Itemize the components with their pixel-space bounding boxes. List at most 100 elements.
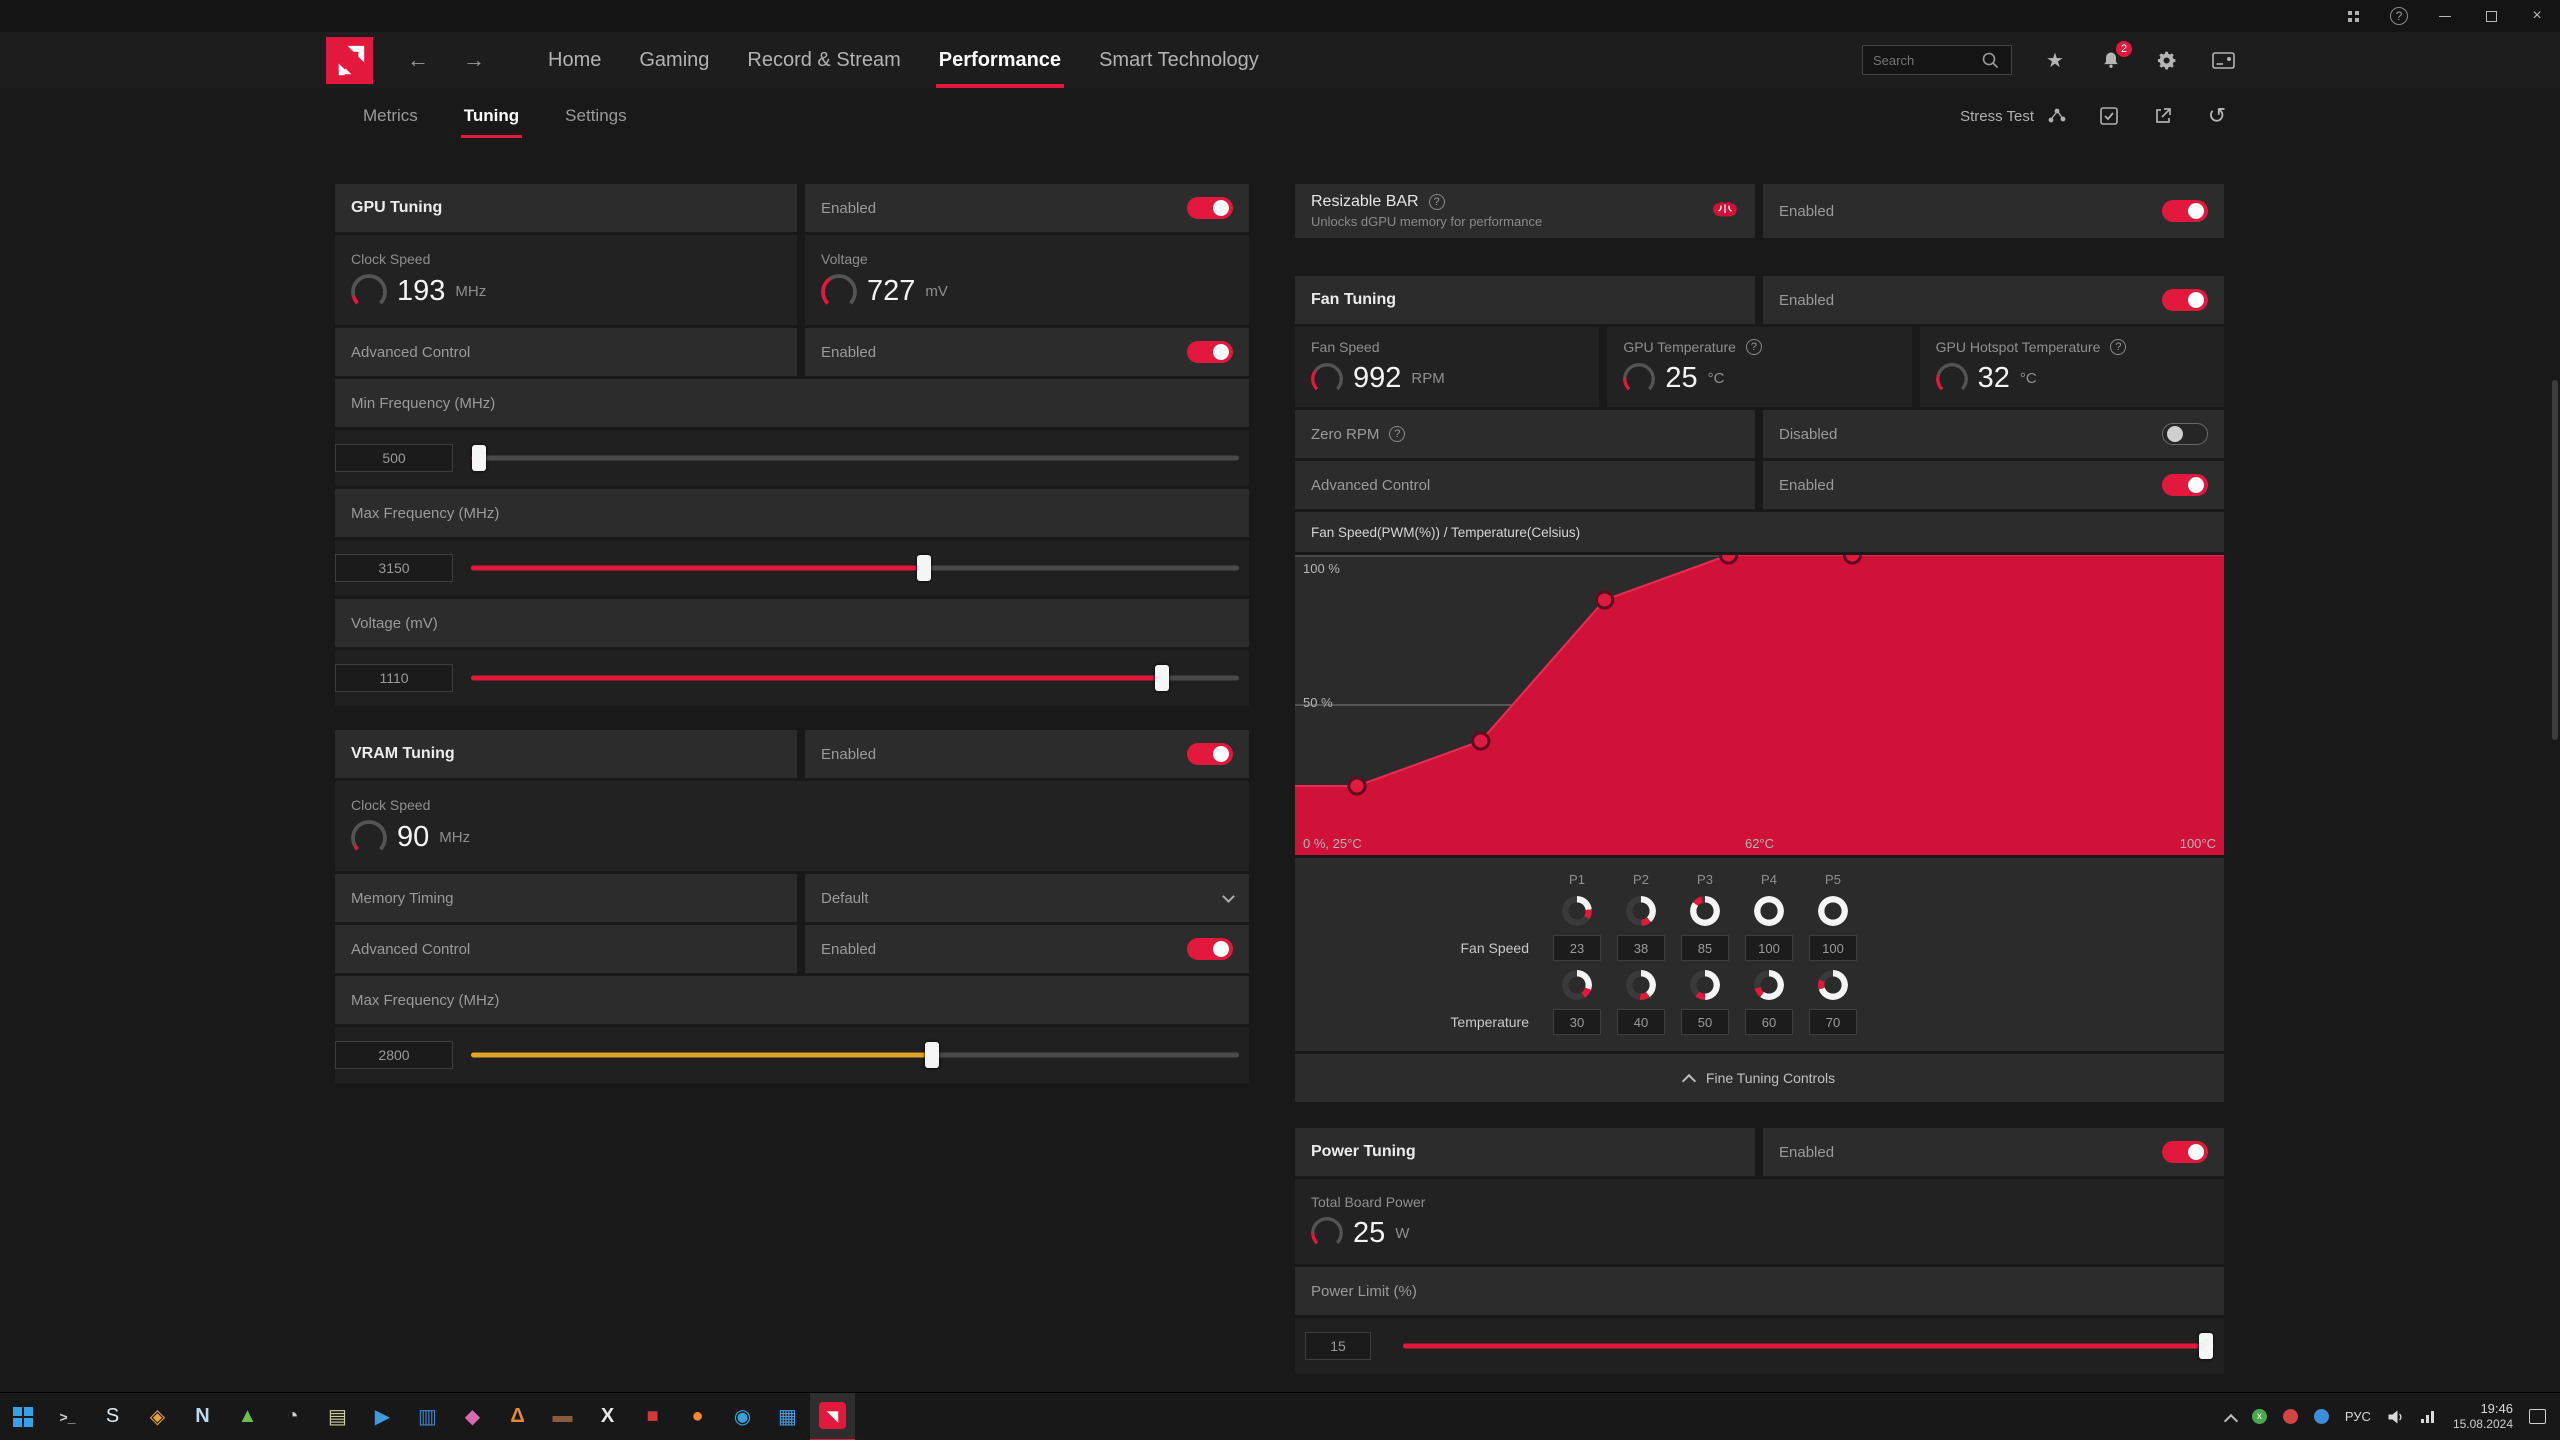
notifications-bell-icon[interactable]: 2 [2098, 41, 2132, 73]
min-frequency-slider[interactable] [471, 430, 1239, 486]
taskbar-app-notepad[interactable]: N [195, 1405, 210, 1427]
max-frequency-value[interactable]: 3150 [335, 554, 453, 582]
maximize-button[interactable] [2468, 0, 2514, 32]
network-icon[interactable] [2420, 1409, 2437, 1424]
voltage-mv-value[interactable]: 1110 [335, 664, 453, 692]
voltage-mv-slider[interactable] [471, 650, 1239, 706]
taskbar-app-clock[interactable]: ◔ [286, 1405, 299, 1427]
fan-speed-knob-p5[interactable] [1818, 896, 1848, 926]
gpu-hotspot-help-icon[interactable]: ? [2110, 339, 2127, 355]
stress-test-button[interactable]: Stress Test [1960, 106, 2068, 126]
temperature-input-p5[interactable]: 70 [1809, 1009, 1857, 1035]
amd-link-card-icon[interactable] [2210, 47, 2236, 73]
fan-speed-input-p2[interactable]: 38 [1617, 935, 1665, 961]
minimize-button[interactable] [2422, 0, 2468, 32]
settings-gear-icon[interactable] [2154, 47, 2180, 73]
taskbar-app-diamond[interactable]: ◈ [149, 1406, 166, 1428]
vram-advanced-toggle[interactable] [1187, 938, 1233, 960]
fan-speed-knob-p3[interactable] [1690, 896, 1720, 926]
tab-gaming[interactable]: Gaming [639, 48, 710, 71]
fan-advanced-toggle[interactable] [2162, 474, 2208, 496]
tab-record-stream[interactable]: Record & Stream [747, 48, 901, 71]
fan-speed-input-p3[interactable]: 85 [1681, 935, 1729, 961]
taskbar-app-firefox[interactable]: ● [691, 1405, 704, 1427]
tab-smart-technology[interactable]: Smart Technology [1099, 48, 1259, 71]
taskbar-app-green[interactable]: ▲ [237, 1405, 258, 1427]
zero-rpm-help-icon[interactable]: ? [1389, 426, 1406, 442]
gpu-temperature-help-icon[interactable]: ? [1745, 339, 1762, 355]
vram-max-frequency-value[interactable]: 2800 [335, 1041, 453, 1069]
action-center-icon[interactable] [2529, 1409, 2546, 1424]
tab-performance[interactable]: Performance [920, 32, 1080, 88]
gpu-advanced-toggle[interactable] [1187, 341, 1233, 363]
min-frequency-slider-handle[interactable] [471, 445, 486, 471]
language-indicator[interactable]: РУС [2344, 1409, 2371, 1424]
taskbar-app-telegram[interactable]: ◉ [733, 1406, 752, 1428]
tab-home[interactable]: Home [548, 48, 602, 71]
memory-timing-dropdown[interactable]: Default [805, 874, 1249, 922]
temperature-knob-p1[interactable] [1562, 970, 1592, 1000]
vram-max-frequency-slider-handle[interactable] [924, 1042, 939, 1068]
max-frequency-slider-handle[interactable] [917, 555, 932, 581]
voltage-mv-slider-handle[interactable] [1155, 665, 1170, 691]
checklist-icon[interactable] [2096, 103, 2122, 129]
temperature-knob-p3[interactable] [1690, 970, 1720, 1000]
taskbar-app-pink[interactable]: ◆ [464, 1406, 481, 1428]
favorites-star-icon[interactable]: ★ [2046, 49, 2064, 72]
vram-max-frequency-slider[interactable] [471, 1027, 1239, 1083]
power-limit-slider[interactable] [1403, 1318, 2214, 1374]
temperature-input-p2[interactable]: 40 [1617, 1009, 1665, 1035]
taskbar-app-book[interactable]: ▬ [552, 1405, 573, 1427]
temperature-input-p1[interactable]: 30 [1553, 1009, 1601, 1035]
taskbar-app-lab[interactable]: Δ [510, 1405, 525, 1427]
search-box[interactable] [1862, 45, 2012, 75]
fan-speed-input-p1[interactable]: 23 [1553, 935, 1601, 961]
resizable-bar-help-icon[interactable]: ? [1428, 194, 1445, 210]
help-icon[interactable]: ? [2376, 0, 2422, 32]
share-export-icon[interactable] [2150, 103, 2176, 129]
tray-chevron-up-icon[interactable] [2223, 1413, 2238, 1428]
fan-curve-chart[interactable]: 100 % 50 % 0 %, 25°C 62°C 100°C [1295, 555, 2224, 855]
temperature-knob-p2[interactable] [1626, 970, 1656, 1000]
taskbar-app-steam[interactable]: S [105, 1405, 120, 1427]
taskbar-app-media-player[interactable]: ▶ [374, 1406, 391, 1428]
taskbar-app-red[interactable]: ■ [646, 1405, 659, 1427]
fan-speed-knob-p4[interactable] [1754, 896, 1784, 926]
taskbar-app-terminal[interactable]: >_ [59, 1408, 76, 1425]
fan-tuning-toggle[interactable] [2162, 289, 2208, 311]
tab-settings[interactable]: Settings [565, 106, 627, 125]
amd-logo[interactable] [326, 36, 373, 84]
power-limit-slider-handle[interactable] [2198, 1333, 2213, 1359]
clock[interactable]: 19:46 15.08.2024 [2453, 1401, 2513, 1432]
taskbar-app-start[interactable] [0, 1393, 45, 1440]
tab-tuning[interactable]: Tuning [441, 88, 542, 144]
fan-speed-input-p4[interactable]: 100 [1745, 935, 1793, 961]
taskbar-app-columns[interactable]: ▥ [418, 1406, 437, 1428]
tray-icon-blue[interactable] [2313, 1409, 2329, 1424]
temperature-input-p3[interactable]: 50 [1681, 1009, 1729, 1035]
fan-speed-knob-p2[interactable] [1626, 896, 1656, 926]
power-limit-value[interactable]: 15 [1305, 1332, 1371, 1360]
temperature-input-p4[interactable]: 60 [1745, 1009, 1793, 1035]
max-frequency-slider[interactable] [471, 540, 1239, 596]
forward-arrow-icon[interactable]: → [463, 47, 485, 72]
close-button[interactable]: × [2532, 7, 2542, 24]
taskbar-app-x[interactable]: X [600, 1405, 615, 1427]
power-tuning-toggle[interactable] [2162, 1141, 2208, 1163]
resizable-bar-toggle[interactable] [2162, 200, 2208, 222]
back-arrow-icon[interactable]: ← [407, 47, 429, 72]
zero-rpm-toggle[interactable] [2162, 423, 2208, 445]
tray-icon-red[interactable] [2282, 1409, 2298, 1424]
fan-speed-knob-p1[interactable] [1562, 896, 1592, 926]
fan-speed-input-p5[interactable]: 100 [1809, 935, 1857, 961]
overlay-grid-icon[interactable] [2330, 0, 2376, 32]
volume-icon[interactable] [2387, 1409, 2404, 1425]
temperature-knob-p4[interactable] [1754, 970, 1784, 1000]
tray-icon-green[interactable]: x [2251, 1409, 2267, 1424]
taskbar-app-radeon-software[interactable]: ◥ [810, 1392, 855, 1440]
min-frequency-value[interactable]: 500 [335, 444, 453, 472]
fine-tuning-controls-button[interactable]: Fine Tuning Controls [1295, 1054, 2224, 1102]
taskbar-app-grid[interactable]: ▦ [778, 1406, 797, 1428]
vram-tuning-toggle[interactable] [1187, 743, 1233, 765]
temperature-knob-p5[interactable] [1818, 970, 1848, 1000]
